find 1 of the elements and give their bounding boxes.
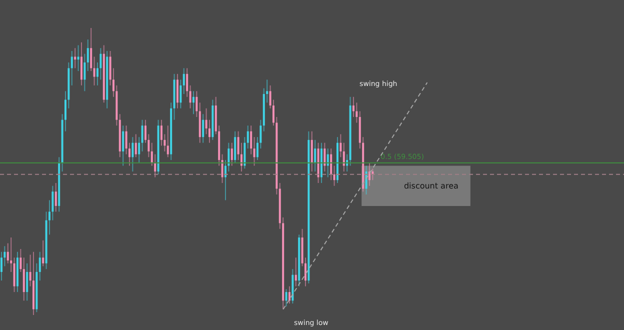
band-label: discount area <box>404 182 458 191</box>
